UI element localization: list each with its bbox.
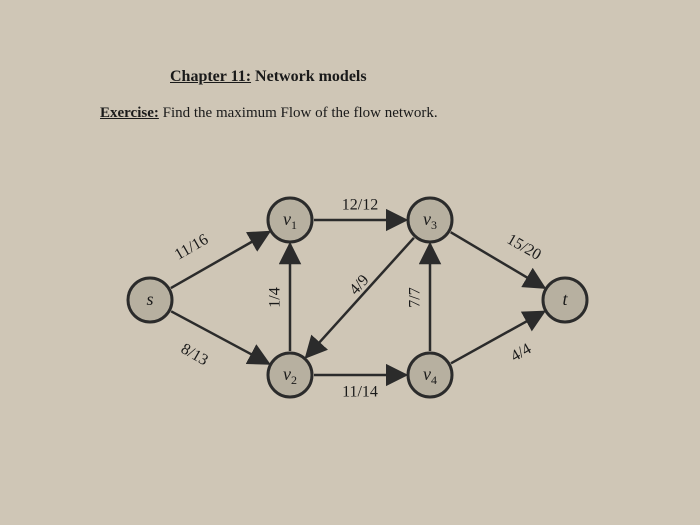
edge-label-v4-t: 4/4 (508, 340, 534, 365)
edge-label-s-v1: 11/16 (172, 231, 212, 264)
exercise-label: Exercise: (100, 105, 159, 121)
edge-v3-v2 (306, 238, 414, 357)
edge-label-v3-t: 15/20 (504, 231, 544, 264)
edge-label-v3-v2: 4/9 (346, 272, 372, 299)
chapter-text: Network models (251, 68, 367, 85)
edge-label-v2-v4: 11/14 (342, 384, 378, 401)
exercise-text: Find the maximum Flow of the flow networ… (159, 105, 438, 121)
edge-label-s-v2: 8/13 (178, 340, 211, 369)
chapter-label: Chapter 11: (170, 68, 251, 85)
edge-label-v1-v3: 12/12 (342, 197, 378, 214)
exercise-line: Exercise: Find the maximum Flow of the f… (100, 105, 438, 122)
flow-network-diagram: 11/168/1312/121/44/911/147/715/204/4sv1v… (100, 160, 600, 440)
chapter-title: Chapter 11: Network models (170, 68, 367, 86)
page: Chapter 11: Network models Exercise: Fin… (0, 0, 700, 525)
edge-label-v2-v1: 1/4 (267, 287, 284, 307)
node-label-s: s (146, 289, 153, 309)
edge-label-v4-v3: 7/7 (407, 287, 424, 307)
